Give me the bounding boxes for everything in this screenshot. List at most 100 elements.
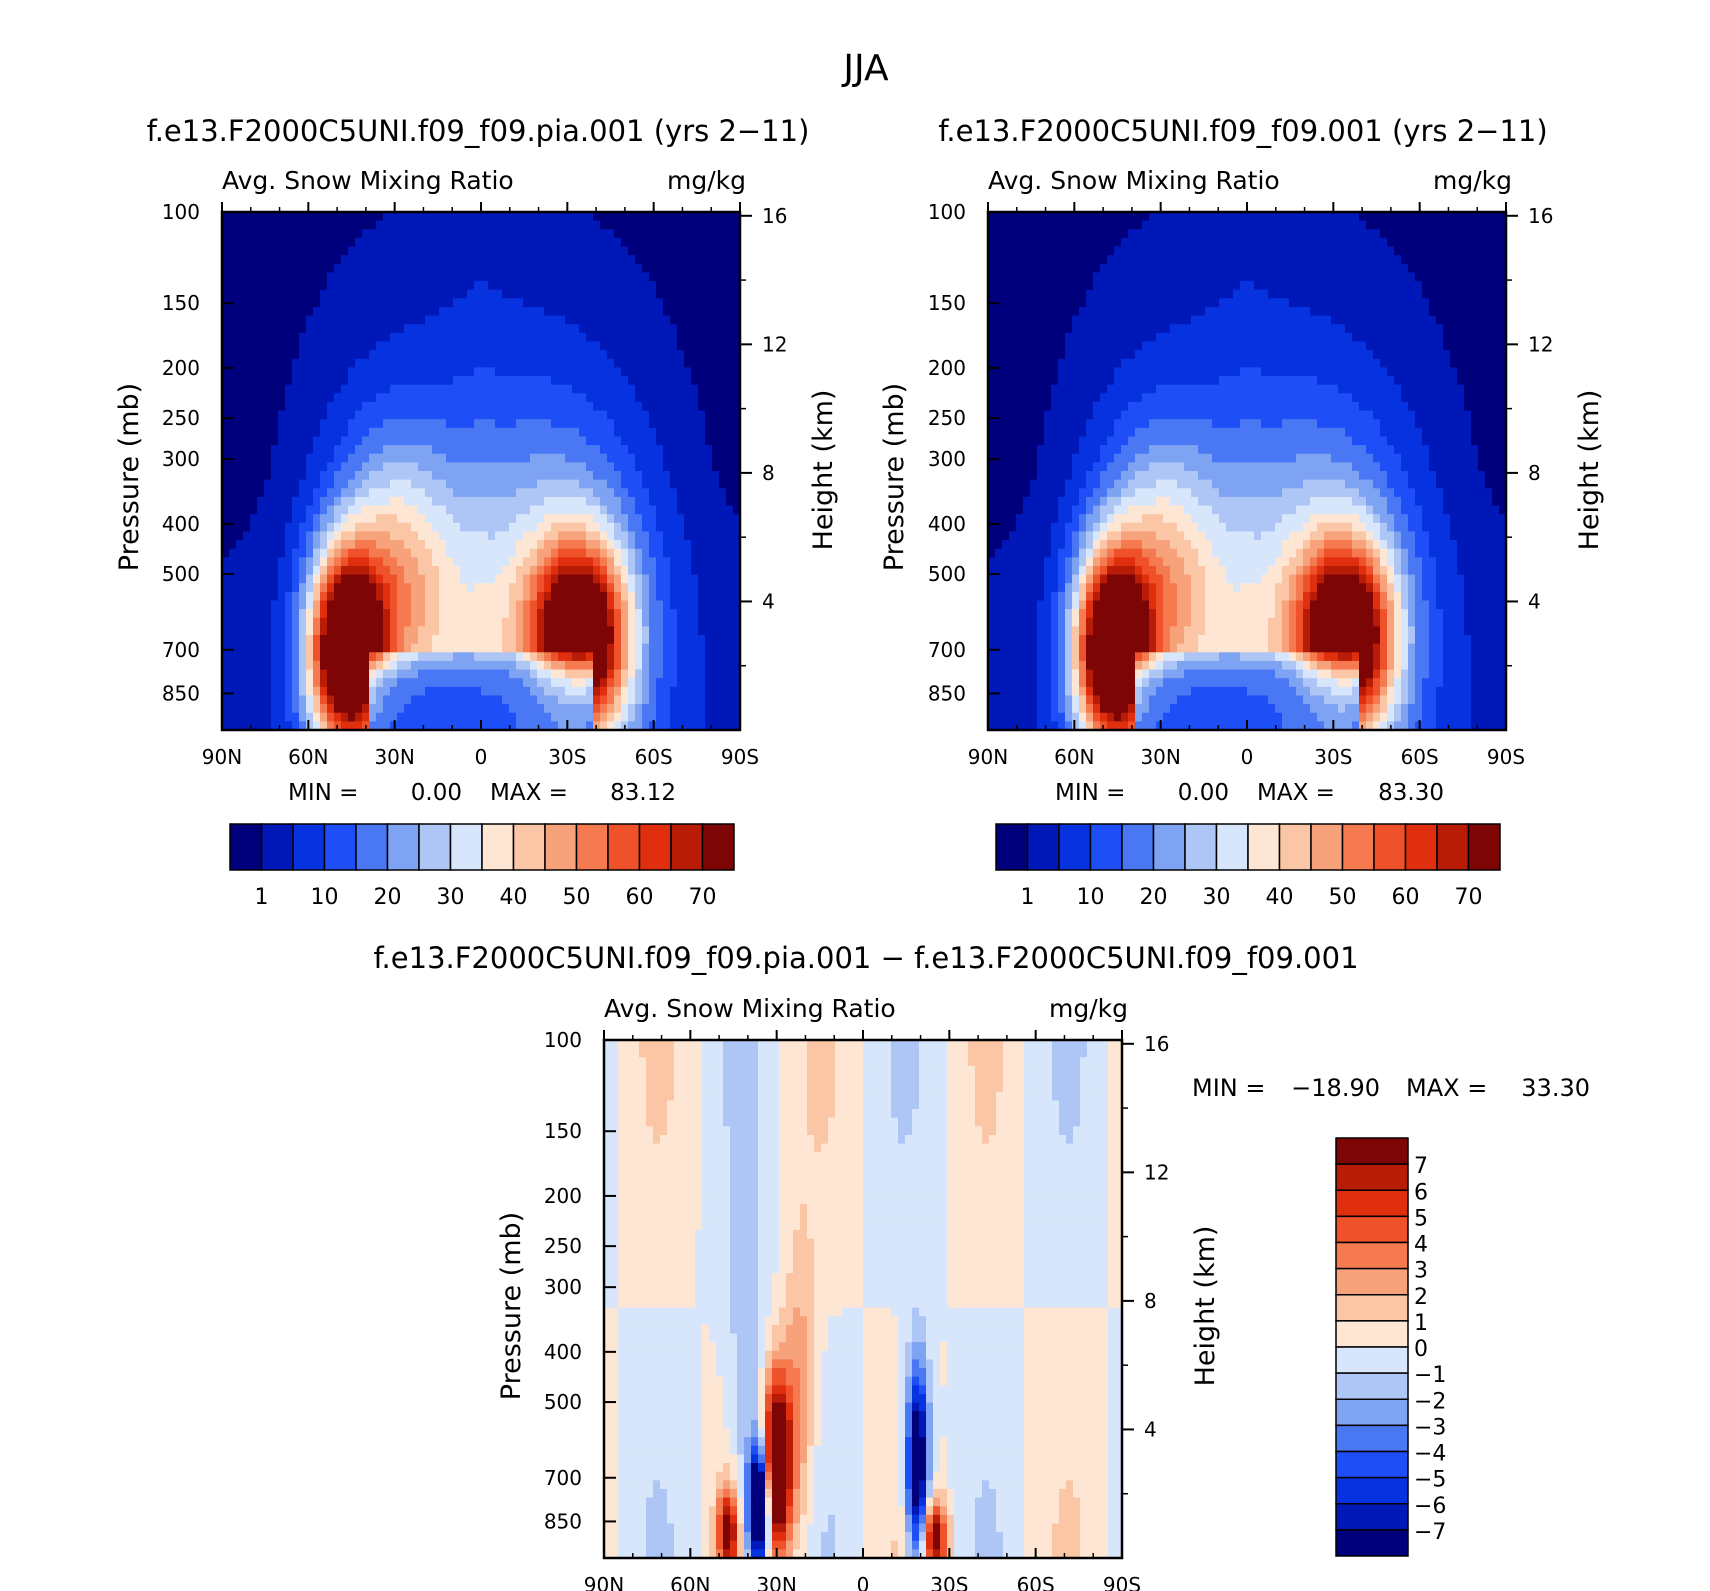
field-cell [222,479,230,489]
field-cell [642,289,650,299]
field-cell [278,600,286,610]
field-cell [635,548,643,558]
field-cell [376,479,384,489]
field-cell [383,419,391,429]
field-cell [1002,401,1010,412]
field-cell [306,704,314,714]
field-cell [397,617,405,627]
field-cell [726,678,734,688]
field-cell [663,600,671,610]
field-cell [1002,721,1010,731]
field-cell [719,220,727,230]
field-cell [635,479,643,489]
field-cell [418,660,426,671]
field-cell [656,367,664,377]
field-cell [530,471,538,481]
field-cell [565,393,573,403]
field-cell [222,358,230,368]
field-cell [334,514,342,524]
field-cell [453,505,461,515]
field-cell [460,540,468,550]
field-cell [586,358,594,368]
field-cell [292,436,300,446]
field-cell [670,540,678,550]
field-cell [404,384,412,394]
field-cell [656,229,664,239]
field-cell [341,583,349,593]
field-cell [474,298,482,308]
field-cell [271,341,279,351]
field-cell [495,617,503,627]
field-cell [537,376,545,386]
field-cell [509,548,517,558]
field-cell [1009,332,1017,343]
field-cell [264,548,272,558]
field-cell [369,229,377,239]
field-cell [285,609,293,619]
field-cell [579,462,587,472]
field-cell [544,635,552,645]
field-cell [320,289,328,299]
field-cell [509,626,517,636]
field-cell [1037,255,1045,265]
field-cell [397,600,405,610]
field-cell [684,384,692,394]
field-cell [677,462,685,472]
field-cell [684,255,692,265]
field-cell [551,315,559,325]
field-cell [250,246,258,256]
field-cell [460,350,468,360]
field-cell [635,401,643,412]
field-cell [285,255,293,265]
field-cell [425,401,433,412]
field-cell [733,358,741,368]
field-cell [404,574,412,584]
field-cell [236,350,244,360]
field-cell [369,246,377,256]
field-cell [467,600,475,610]
field-cell [719,479,727,489]
field-cell [376,281,384,291]
field-cell [467,488,475,498]
field-cell [670,289,678,299]
field-cell [257,453,265,463]
field-cell [257,341,265,351]
panel-left-ylabel-right: Height (km) [808,390,839,551]
field-cell [698,367,706,377]
field-cell [418,471,426,481]
field-cell [684,600,692,610]
field-cell [236,678,244,688]
field-cell [614,255,622,265]
field-cell [439,609,447,619]
field-cell [397,514,405,524]
field-cell [1002,609,1010,619]
field-cell [481,617,489,627]
field-cell [432,237,440,248]
field-cell [369,445,377,455]
field-cell [1009,237,1017,248]
field-cell [271,229,279,239]
field-cell [614,367,622,377]
field-cell [558,479,566,489]
field-cell [600,626,608,636]
field-cell [670,453,678,463]
field-cell [600,401,608,412]
field-cell [719,462,727,472]
field-cell [649,229,657,239]
field-cell [572,462,580,472]
field-cell [523,514,531,524]
field-cell [684,341,692,351]
field-cell [712,643,720,653]
field-cell [481,436,489,446]
field-cell [495,574,503,584]
field-cell [523,289,531,299]
field-cell [1023,600,1031,610]
field-cell [656,565,664,576]
field-cell [348,479,356,489]
field-cell [425,660,433,671]
field-cell [439,471,447,481]
field-cell [509,643,517,653]
field-cell [635,471,643,481]
field-cell [474,410,482,420]
field-cell [691,557,699,567]
